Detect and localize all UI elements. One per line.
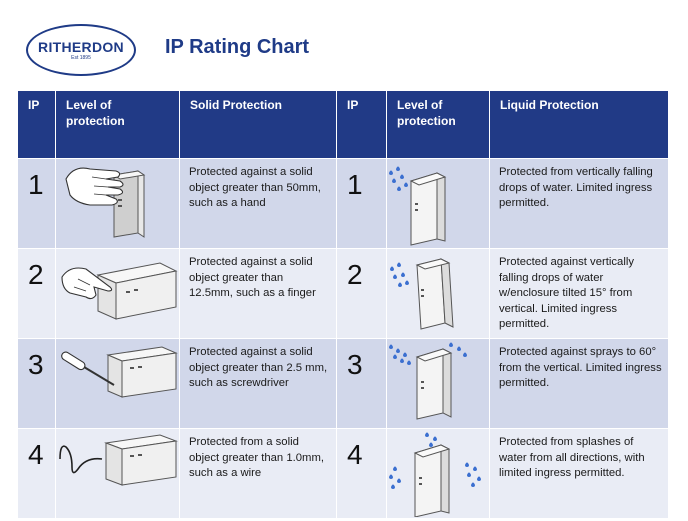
- liquid-protection-desc: Protected from vertically falling drops …: [489, 158, 669, 249]
- solid-protection-desc: Protected against a solid object greater…: [179, 248, 337, 339]
- solid-ip-number: 1: [17, 158, 56, 249]
- solid-ip-number: 2: [17, 248, 56, 339]
- liquid-ip-number: 3: [336, 338, 387, 429]
- table-row: 1 Protected against a solid object great…: [17, 158, 669, 249]
- solid-ip-number: 3: [17, 338, 56, 429]
- screwdriver-icon: [61, 346, 178, 398]
- header-ip-solid: IP: [17, 90, 56, 159]
- finger-icon: [61, 262, 178, 320]
- vertical-drops-icon: [389, 166, 447, 246]
- table-row: 2 Protected against a solid object great…: [17, 248, 669, 339]
- header-liquid-protection: Liquid Protection: [489, 90, 669, 159]
- liquid-ip-number: 1: [336, 158, 387, 249]
- tilted-drops-icon: [390, 258, 454, 330]
- header-level-solid: Level of protection: [55, 90, 180, 159]
- liquid-ip-number: 2: [336, 248, 387, 339]
- liquid-ip-number: 4: [336, 428, 387, 519]
- table-header-row: IP Level of protection Solid Protection …: [17, 90, 669, 159]
- solid-protection-desc: Protected against a solid object greater…: [179, 158, 337, 249]
- solid-ip-number: 4: [17, 428, 56, 519]
- hand-icon: [65, 167, 146, 238]
- ritherdon-logo: RITHERDON Est 1895: [26, 24, 136, 76]
- solid-protection-desc: Protected from a solid object greater th…: [179, 428, 337, 519]
- liquid-protection-desc: Protected against vertically falling dro…: [489, 248, 669, 339]
- table-row: 4 Protected from a solid object greater …: [17, 428, 669, 519]
- logo-est: Est 1895: [71, 54, 91, 61]
- liquid-protection-desc: Protected against sprays to 60° from the…: [489, 338, 669, 429]
- spray-icon: [389, 342, 467, 420]
- table-row: 3 Protected against a solid object great…: [17, 338, 669, 429]
- solid-protection-desc: Protected against a solid object greater…: [179, 338, 337, 429]
- wire-icon: [59, 434, 178, 486]
- header-ip-liquid: IP: [336, 90, 387, 159]
- liquid-protection-desc: Protected from splashes of water from al…: [489, 428, 669, 519]
- header-solid-protection: Solid Protection: [179, 90, 337, 159]
- ip-rating-table: IP Level of protection Solid Protection …: [17, 90, 669, 519]
- splash-icon: [389, 432, 481, 517]
- header-level-liquid: Level of protection: [386, 90, 490, 159]
- page-title: IP Rating Chart: [165, 36, 310, 58]
- logo-name: RITHERDON: [38, 38, 124, 55]
